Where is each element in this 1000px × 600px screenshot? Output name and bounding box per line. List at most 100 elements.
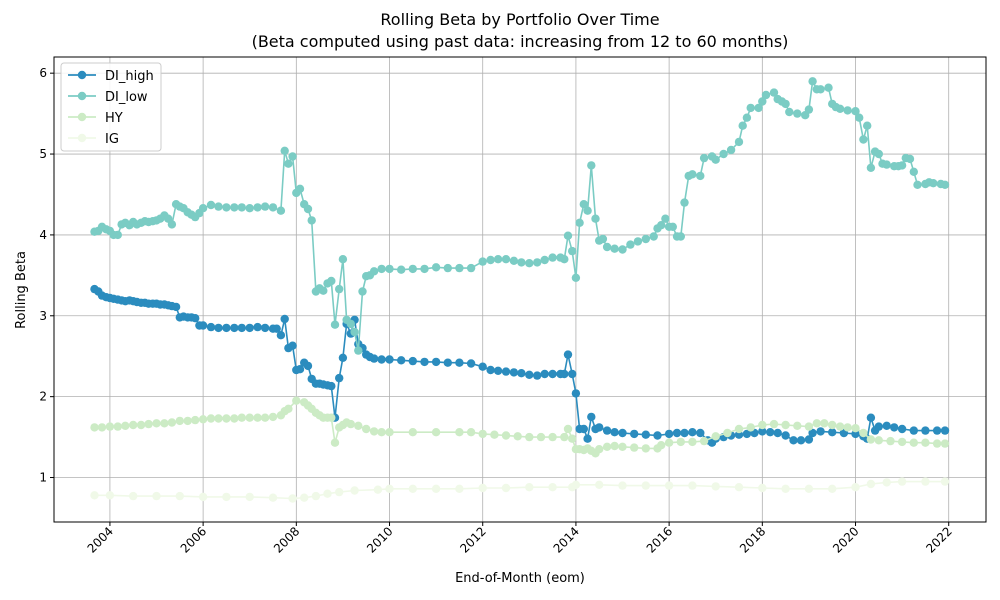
x-tick-label: 2006 (178, 524, 209, 555)
data-point-ig (408, 484, 417, 493)
data-point-hy (525, 432, 534, 442)
data-point-di-low (711, 155, 720, 164)
data-point-hy (812, 419, 821, 428)
data-point-ig (664, 481, 674, 490)
data-point-di-low (633, 237, 643, 246)
legend-swatch-marker-di-high (77, 70, 87, 80)
data-point-hy (144, 419, 153, 429)
data-point-hy (820, 419, 829, 428)
data-point-di-low (354, 346, 363, 355)
data-point-di-high (276, 331, 286, 340)
data-point-di-high (688, 428, 697, 437)
data-point-di-high (781, 431, 790, 440)
data-point-di-high (874, 422, 883, 431)
data-point-di-low (563, 231, 573, 240)
data-point-di-low (676, 232, 685, 241)
data-point-di-low (785, 107, 794, 117)
data-point-di-high (808, 428, 817, 438)
data-point-di-low (525, 259, 534, 268)
data-point-di-low (882, 160, 891, 169)
chart-title: Rolling Beta by Portfolio Over Time (380, 10, 659, 29)
data-point-di-low (548, 253, 557, 262)
data-point-hy (198, 415, 208, 424)
data-point-di-low (940, 180, 950, 189)
data-point-hy (548, 432, 557, 442)
data-point-hy (769, 419, 779, 429)
grid (54, 57, 986, 522)
data-point-di-low (568, 246, 577, 256)
data-point-di-high (563, 350, 573, 359)
data-point-ig (335, 487, 344, 497)
y-tick-label: 1 (39, 471, 47, 485)
x-tick-label: 2020 (830, 524, 861, 555)
data-point-hy (136, 420, 146, 430)
data-point-hy (129, 420, 138, 430)
data-point-di-high (653, 431, 662, 440)
data-point-hy (354, 421, 363, 430)
legend-entries: DI_high DI_low HY IG (68, 69, 154, 147)
data-point-ig (373, 485, 383, 494)
data-point-di-low (824, 83, 833, 92)
data-point-di-high (921, 426, 930, 435)
data-point-ig (300, 493, 309, 502)
data-point-di-low (431, 263, 441, 272)
data-point-di-low (113, 230, 123, 240)
data-point-di-high (796, 436, 806, 445)
data-point-di-low (486, 255, 495, 265)
data-point-hy (781, 420, 790, 430)
data-point-di-low (738, 121, 747, 130)
data-point-di-low (560, 255, 569, 264)
data-point-ig (921, 477, 930, 486)
data-point-di-low (699, 153, 709, 163)
data-point-hy (121, 421, 130, 430)
data-point-di-high (672, 428, 682, 438)
legend-label-di-low: DI_low (105, 90, 148, 105)
data-point-di-low (335, 284, 344, 294)
data-point-hy (595, 445, 604, 454)
data-point-ig (688, 481, 697, 490)
data-point-di-high (420, 357, 429, 367)
data-point-hy (793, 421, 802, 430)
data-point-hy (284, 404, 293, 413)
data-point-di-high (335, 373, 344, 383)
data-point-di-low (742, 113, 752, 122)
data-point-di-low (583, 206, 592, 215)
data-point-ig (781, 484, 790, 493)
legend-swatch-marker-ig (77, 133, 87, 143)
data-point-di-high (940, 426, 950, 435)
data-point-di-low (338, 255, 348, 264)
data-point-di-high (272, 324, 281, 333)
data-point-di-high (828, 428, 837, 437)
data-point-di-high (560, 369, 569, 379)
data-point-hy (214, 414, 223, 423)
data-point-hy (175, 416, 184, 426)
data-point-di-high (222, 323, 231, 333)
data-point-hy (408, 428, 417, 437)
data-point-di-low (303, 204, 313, 214)
data-point-hy (490, 430, 499, 439)
data-point-hy (292, 396, 301, 405)
data-point-hy (183, 416, 192, 426)
data-point-hy (230, 414, 239, 423)
data-point-di-high (431, 357, 441, 367)
data-point-ig (734, 483, 744, 492)
data-point-hy (105, 422, 115, 431)
legend-swatch-marker-hy (77, 112, 87, 122)
data-point-di-low (866, 163, 876, 172)
data-point-di-high (338, 353, 348, 362)
x-tick-label: 2012 (457, 524, 488, 555)
data-point-hy (563, 424, 573, 434)
data-point-di-high (237, 323, 246, 333)
y-tick-label: 5 (39, 147, 47, 161)
data-point-ig (711, 482, 720, 491)
data-point-hy (657, 441, 666, 450)
data-point-ig (866, 479, 876, 489)
data-point-hy (886, 436, 895, 446)
data-point-ig (571, 480, 581, 489)
data-point-di-high (466, 359, 476, 368)
data-point-ig (385, 484, 394, 493)
data-point-hy (513, 432, 522, 441)
data-point-di-low (696, 171, 705, 181)
data-point-di-high (618, 428, 627, 438)
data-point-ig (455, 484, 464, 493)
